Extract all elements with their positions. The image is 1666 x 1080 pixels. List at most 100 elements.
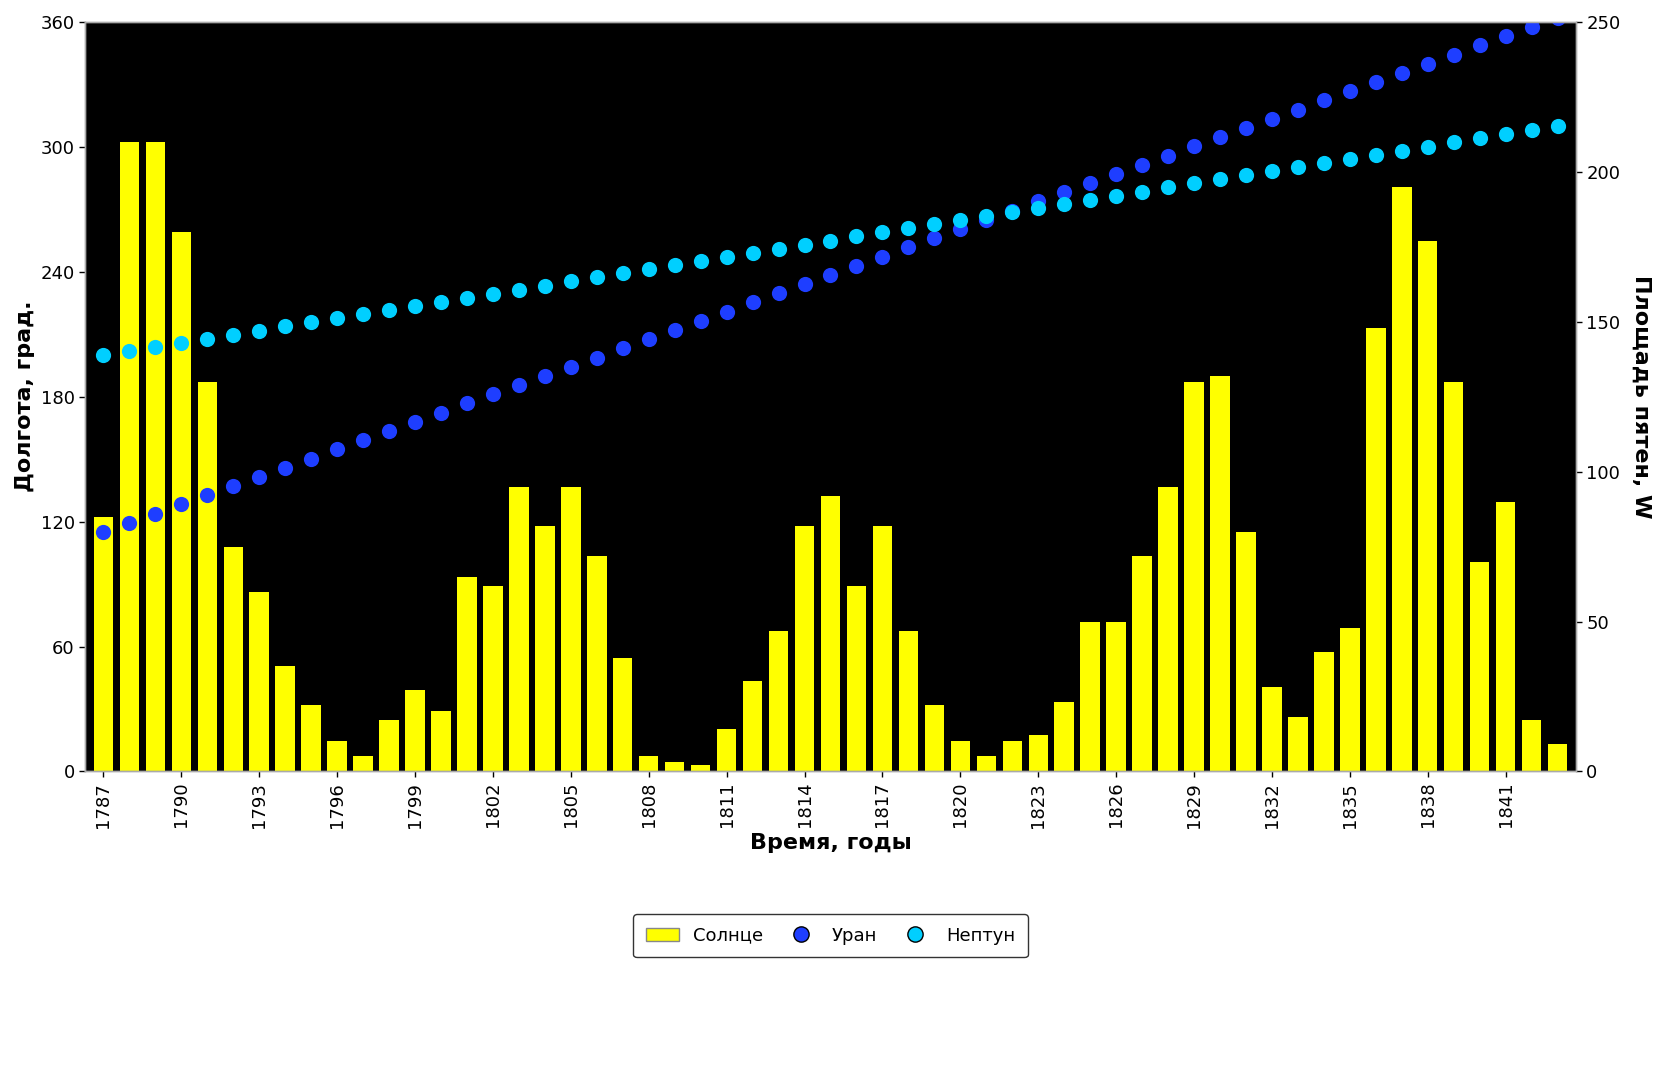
Bar bbox=[1366, 327, 1386, 771]
Bar bbox=[483, 585, 503, 771]
Bar bbox=[743, 681, 763, 771]
Bar bbox=[586, 555, 606, 771]
Point bbox=[220, 326, 247, 343]
Point bbox=[247, 469, 273, 486]
Point bbox=[816, 232, 843, 249]
Bar bbox=[145, 141, 165, 771]
Bar bbox=[665, 762, 685, 771]
Bar bbox=[120, 141, 138, 771]
Point bbox=[870, 224, 896, 241]
Bar bbox=[768, 631, 788, 771]
Point bbox=[740, 244, 766, 261]
Point bbox=[661, 256, 688, 273]
Point bbox=[610, 265, 636, 282]
Point bbox=[117, 514, 143, 531]
Bar bbox=[640, 756, 658, 771]
Point bbox=[1000, 202, 1026, 219]
Bar bbox=[1523, 720, 1541, 771]
Point bbox=[765, 285, 791, 302]
Point bbox=[1544, 10, 1571, 27]
Bar bbox=[1339, 627, 1359, 771]
Bar bbox=[353, 756, 373, 771]
Bar bbox=[535, 526, 555, 771]
Bar bbox=[302, 705, 322, 771]
Point bbox=[1258, 162, 1284, 179]
Point bbox=[843, 257, 870, 274]
Bar bbox=[821, 496, 840, 771]
Point bbox=[1284, 102, 1311, 119]
Bar bbox=[1055, 702, 1075, 771]
Point bbox=[1363, 73, 1389, 91]
Point bbox=[1388, 65, 1414, 82]
Point bbox=[350, 306, 377, 323]
Point bbox=[791, 237, 818, 254]
Point bbox=[1000, 203, 1026, 220]
Bar bbox=[873, 526, 893, 771]
Point bbox=[1076, 175, 1103, 192]
Point bbox=[1103, 165, 1130, 183]
Point bbox=[1388, 141, 1414, 159]
Bar bbox=[1210, 376, 1230, 771]
Point bbox=[1466, 130, 1493, 147]
Point bbox=[90, 524, 117, 541]
Point bbox=[480, 386, 506, 403]
Point bbox=[1336, 83, 1363, 100]
Bar bbox=[431, 712, 451, 771]
Point bbox=[635, 330, 661, 348]
Point bbox=[1155, 147, 1181, 164]
Point bbox=[402, 414, 428, 431]
Point bbox=[688, 312, 715, 329]
Point bbox=[713, 303, 740, 321]
Point bbox=[428, 294, 455, 311]
Point bbox=[921, 216, 948, 233]
Point bbox=[402, 297, 428, 314]
Bar bbox=[1288, 717, 1308, 771]
Point bbox=[377, 301, 403, 319]
Point bbox=[1206, 129, 1233, 146]
Point bbox=[1441, 46, 1468, 64]
Point bbox=[220, 477, 247, 495]
Point bbox=[1466, 37, 1493, 54]
Point bbox=[558, 273, 585, 291]
Point bbox=[428, 404, 455, 421]
Bar bbox=[1236, 531, 1256, 771]
Bar bbox=[1469, 562, 1489, 771]
Point bbox=[1493, 28, 1519, 45]
Point bbox=[843, 228, 870, 245]
Point bbox=[480, 285, 506, 302]
Point bbox=[1181, 175, 1208, 192]
Point bbox=[142, 338, 168, 355]
Point bbox=[816, 267, 843, 284]
Point bbox=[1025, 199, 1051, 216]
Bar bbox=[380, 720, 398, 771]
Point bbox=[1544, 118, 1571, 135]
Bar bbox=[510, 487, 528, 771]
Bar bbox=[1393, 187, 1411, 771]
Bar bbox=[951, 742, 970, 771]
Point bbox=[193, 487, 220, 504]
Point bbox=[1103, 187, 1130, 204]
Bar bbox=[1133, 555, 1151, 771]
Bar bbox=[1106, 621, 1126, 771]
Bar bbox=[846, 585, 866, 771]
Point bbox=[1518, 122, 1544, 139]
Point bbox=[1441, 134, 1468, 151]
Point bbox=[583, 269, 610, 286]
Point bbox=[765, 240, 791, 257]
Legend: Солнце, Уран, Нептун: Солнце, Уран, Нептун bbox=[633, 914, 1028, 957]
Point bbox=[168, 334, 195, 351]
Point bbox=[791, 275, 818, 293]
Point bbox=[1233, 120, 1259, 137]
Point bbox=[193, 330, 220, 348]
Bar bbox=[561, 487, 580, 771]
Point bbox=[298, 450, 325, 468]
Bar bbox=[328, 742, 347, 771]
Bar bbox=[1263, 688, 1281, 771]
Point bbox=[973, 207, 1000, 225]
Point bbox=[688, 253, 715, 270]
Point bbox=[453, 289, 480, 307]
Point bbox=[1336, 150, 1363, 167]
Bar bbox=[405, 690, 425, 771]
Bar bbox=[1314, 651, 1333, 771]
Point bbox=[247, 322, 273, 339]
